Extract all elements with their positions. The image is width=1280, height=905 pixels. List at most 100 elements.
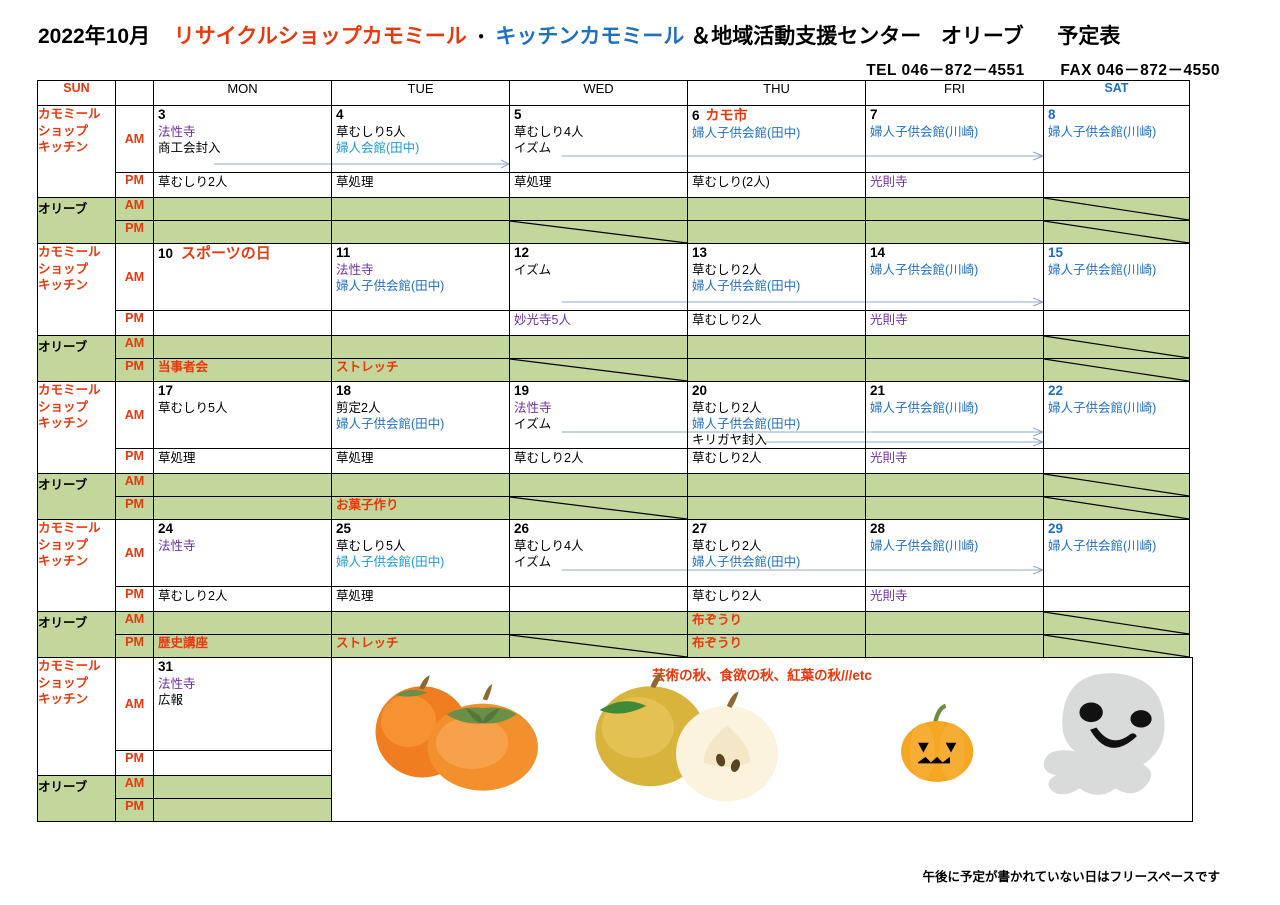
day-cell-pm[interactable]: 光則寺 <box>865 310 1044 336</box>
day-cell-am[interactable]: 21 婦人子供会館(川崎) <box>865 381 1044 449</box>
olive-cell-am[interactable] <box>509 473 688 497</box>
day-cell-pm[interactable]: 妙光寺5人 <box>509 310 688 336</box>
day-cell-am[interactable]: 12 イズム <box>509 243 688 311</box>
day-cell-am[interactable]: 14 婦人子供会館(川崎) <box>865 243 1044 311</box>
olive-cell-pm[interactable] <box>1043 496 1190 520</box>
day-cell-pm[interactable]: 草処理 <box>153 448 332 474</box>
day-cell-pm[interactable] <box>1043 586 1190 612</box>
day-cell-pm[interactable]: 草むしり2人 <box>153 586 332 612</box>
olive-cell-pm[interactable] <box>687 220 866 244</box>
day-cell-am[interactable]: 20 草むしり2人 婦人子供会館(田中) キリガヤ封入 <box>687 381 866 449</box>
day-cell-pm[interactable]: 光則寺 <box>865 586 1044 612</box>
day-cell-pm[interactable]: 草むしり(2人) <box>687 172 866 198</box>
day-cell-pm[interactable]: 草むしり2人 <box>509 448 688 474</box>
olive-cell-pm[interactable] <box>865 358 1044 382</box>
day-cell-am[interactable]: 22 婦人子供会館(川崎) <box>1043 381 1190 449</box>
day-cell-am[interactable]: 18 剪定2人 婦人子供会館(田中) <box>331 381 510 449</box>
olive-cell-am[interactable] <box>1043 611 1190 635</box>
olive-cell-am[interactable] <box>865 197 1044 221</box>
day-cell-pm[interactable]: 光則寺 <box>865 172 1044 198</box>
olive-cell-pm[interactable] <box>509 358 688 382</box>
day-cell-pm[interactable]: 草むしり2人 <box>153 172 332 198</box>
olive-cell-am[interactable] <box>153 775 332 799</box>
day-cell-am[interactable]: 19 法性寺 イズム <box>509 381 688 449</box>
day-cell-am[interactable]: 28 婦人子供会館(川崎) <box>865 519 1044 587</box>
day-cell-am[interactable]: 25 草むしり5人 婦人子供会館(田中) <box>331 519 510 587</box>
day-cell-am[interactable]: 31 法性寺 広報 <box>153 657 332 751</box>
olive-cell-pm[interactable] <box>687 358 866 382</box>
olive-cell-am[interactable] <box>687 197 866 221</box>
day-cell-pm[interactable] <box>1043 310 1190 336</box>
day-cell-pm[interactable]: 草むしり2人 <box>687 310 866 336</box>
day-cell-am[interactable]: 13 草むしり2人 婦人子供会館(田中) <box>687 243 866 311</box>
olive-cell-am[interactable] <box>331 611 510 635</box>
olive-cell-am[interactable]: 布ぞうり <box>687 611 866 635</box>
olive-cell-pm[interactable] <box>865 634 1044 658</box>
day-cell-am[interactable]: 4 草むしり5人 婦人会館(田中) <box>331 105 510 173</box>
olive-cell-pm[interactable]: 歴史講座 <box>153 634 332 658</box>
olive-cell-pm[interactable] <box>865 496 1044 520</box>
day-cell-pm[interactable]: 草むしり2人 <box>687 586 866 612</box>
olive-cell-pm[interactable] <box>153 496 332 520</box>
olive-cell-am[interactable] <box>153 335 332 359</box>
olive-cell-pm[interactable]: ストレッチ <box>331 358 510 382</box>
day-cell-am[interactable]: 26 草むしり4人 イズム <box>509 519 688 587</box>
day-cell-pm[interactable] <box>1043 172 1190 198</box>
day-cell-pm[interactable] <box>153 310 332 336</box>
olive-cell-am[interactable] <box>687 335 866 359</box>
olive-cell-am[interactable] <box>153 197 332 221</box>
olive-cell-pm[interactable] <box>865 220 1044 244</box>
olive-cell-am[interactable] <box>865 611 1044 635</box>
olive-cell-am[interactable] <box>331 473 510 497</box>
day-cell-pm[interactable]: 草処理 <box>331 172 510 198</box>
olive-cell-am[interactable] <box>153 473 332 497</box>
olive-cell-pm[interactable] <box>153 220 332 244</box>
olive-cell-am[interactable] <box>331 197 510 221</box>
day-cell-am[interactable]: 11 法性寺 婦人子供会館(田中) <box>331 243 510 311</box>
day-cell-am[interactable]: 3 法性寺 商工会封入 <box>153 105 332 173</box>
olive-cell-am[interactable] <box>509 335 688 359</box>
olive-cell-am[interactable] <box>509 611 688 635</box>
olive-cell-am[interactable] <box>153 611 332 635</box>
olive-cell-pm[interactable] <box>331 220 510 244</box>
olive-cell-am[interactable] <box>1043 473 1190 497</box>
day-cell-am[interactable]: 7 婦人子供会館(川崎) <box>865 105 1044 173</box>
day-cell-pm[interactable]: 草処理 <box>509 172 688 198</box>
day-cell-pm[interactable]: 草処理 <box>331 448 510 474</box>
day-cell-am[interactable]: 15 婦人子供会館(川崎) <box>1043 243 1190 311</box>
olive-cell-pm[interactable] <box>1043 634 1190 658</box>
day-cell-am[interactable]: 10 スポーツの日 <box>153 243 332 311</box>
day-cell-pm[interactable] <box>331 310 510 336</box>
olive-cell-am[interactable] <box>1043 335 1190 359</box>
olive-cell-pm[interactable] <box>687 496 866 520</box>
day-cell-am[interactable]: 29 婦人子供会館(川崎) <box>1043 519 1190 587</box>
day-cell-pm[interactable]: 草むしり2人 <box>687 448 866 474</box>
olive-cell-pm[interactable] <box>509 634 688 658</box>
olive-cell-pm[interactable] <box>1043 220 1190 244</box>
olive-cell-am[interactable] <box>865 473 1044 497</box>
day-cell-am[interactable]: 24 法性寺 <box>153 519 332 587</box>
olive-cell-pm[interactable]: ストレッチ <box>331 634 510 658</box>
day-cell-am[interactable]: 17 草むしり5人 <box>153 381 332 449</box>
olive-cell-am[interactable] <box>331 335 510 359</box>
olive-cell-am[interactable] <box>865 335 1044 359</box>
olive-cell-pm[interactable]: お菓子作り <box>331 496 510 520</box>
olive-cell-am[interactable] <box>1043 197 1190 221</box>
olive-cell-pm[interactable] <box>1043 358 1190 382</box>
day-cell-pm[interactable] <box>509 586 688 612</box>
day-cell-am[interactable]: 5 草むしり4人 イズム <box>509 105 688 173</box>
day-cell-pm[interactable] <box>153 750 332 776</box>
day-cell-am[interactable]: 6 カモ市 婦人子供会館(田中) <box>687 105 866 173</box>
day-cell-pm[interactable] <box>1043 448 1190 474</box>
olive-cell-pm[interactable] <box>509 220 688 244</box>
olive-cell-pm[interactable]: 当事者会 <box>153 358 332 382</box>
olive-cell-am[interactable] <box>687 473 866 497</box>
day-cell-pm[interactable]: 光則寺 <box>865 448 1044 474</box>
olive-cell-pm[interactable] <box>153 798 332 822</box>
olive-cell-pm[interactable]: 布ぞうり <box>687 634 866 658</box>
day-cell-am[interactable]: 8 婦人子供会館(川崎) <box>1043 105 1190 173</box>
day-cell-pm[interactable]: 草処理 <box>331 586 510 612</box>
day-cell-am[interactable]: 27 草むしり2人 婦人子供会館(田中) <box>687 519 866 587</box>
olive-cell-am[interactable] <box>509 197 688 221</box>
olive-cell-pm[interactable] <box>509 496 688 520</box>
